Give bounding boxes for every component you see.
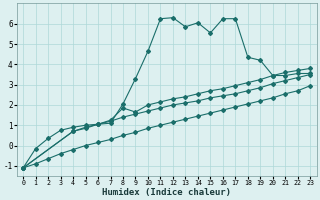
X-axis label: Humidex (Indice chaleur): Humidex (Indice chaleur) xyxy=(102,188,231,197)
